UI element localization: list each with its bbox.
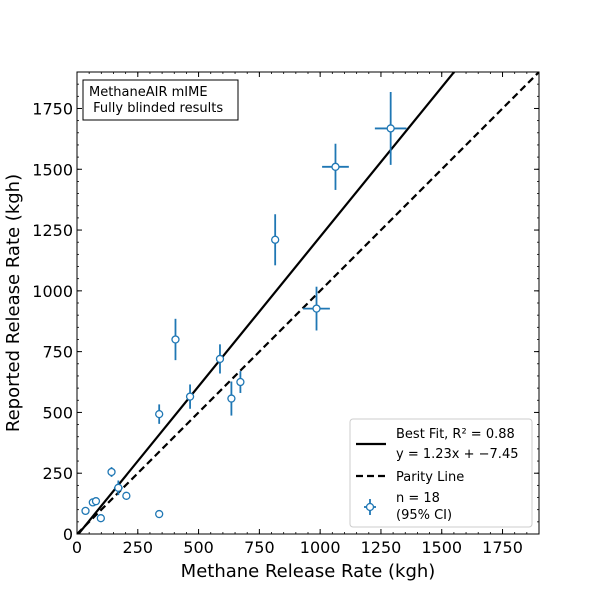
point-marker <box>271 235 280 244</box>
point-marker <box>227 394 236 403</box>
y-tick-label: 750 <box>42 343 73 362</box>
data-point <box>155 509 164 519</box>
legend-points-swatch <box>364 499 376 515</box>
reference-lines <box>77 72 539 534</box>
point-marker <box>331 162 340 171</box>
point-marker <box>386 124 395 133</box>
data-point <box>171 318 180 361</box>
point-marker <box>122 491 131 500</box>
point-marker <box>155 409 164 419</box>
annotation-box: MethaneAIR mIME Fully blinded results <box>82 79 239 121</box>
data-point <box>322 143 349 190</box>
y-tick-label: 1000 <box>32 282 73 301</box>
point-marker <box>236 377 245 387</box>
point-marker <box>155 509 164 519</box>
x-tick-label: 1500 <box>421 538 462 557</box>
data-point <box>185 384 195 409</box>
data-points <box>81 91 407 523</box>
legend-fit-label: Best Fit, R² = 0.88 <box>396 427 515 442</box>
point-marker <box>96 514 105 523</box>
data-point <box>271 214 280 266</box>
x-tick-label: 500 <box>183 538 214 557</box>
plot-frame <box>76 71 540 535</box>
point-marker <box>312 304 321 313</box>
x-tick-label: 1750 <box>482 538 523 557</box>
x-tick-label: 1000 <box>300 538 341 557</box>
x-tick-label: 0 <box>72 538 82 557</box>
parity-line <box>77 72 539 534</box>
data-point <box>155 404 164 424</box>
data-point <box>122 491 131 500</box>
y-tick-label: 1250 <box>32 221 73 240</box>
data-point <box>215 344 225 374</box>
x-tick-label: 250 <box>123 538 154 557</box>
legend-frame <box>349 418 533 528</box>
annotation-frame <box>82 79 239 121</box>
legend-parity-label: Parity Line <box>396 470 464 485</box>
legend-points-label: n = 18 <box>396 491 440 506</box>
y-tick-label: 1750 <box>32 99 73 118</box>
point-marker <box>107 467 116 477</box>
data-point <box>303 286 330 331</box>
x-tick-label: 1250 <box>361 538 402 557</box>
annotation-line-2: Fully blinded results <box>89 101 223 116</box>
data-point <box>81 506 90 516</box>
data-point <box>96 514 105 523</box>
legend-fit-equation: y = 1.23x + −7.45 <box>396 447 518 462</box>
point-marker <box>81 506 90 516</box>
data-point <box>113 480 123 496</box>
legend-points-ci: (95% CI) <box>396 508 452 523</box>
x-axis-label: Methane Release Rate (kgh) <box>181 561 436 582</box>
point-marker <box>114 483 123 492</box>
data-point <box>91 497 101 506</box>
data-point <box>227 381 236 416</box>
y-tick-label: 1500 <box>32 160 73 179</box>
annotation-line-1: MethaneAIR mIME <box>89 85 208 100</box>
legend: Best Fit, R² = 0.88 y = 1.23x + −7.45 Pa… <box>349 418 533 528</box>
point-marker <box>171 335 180 344</box>
point-marker <box>185 392 195 401</box>
data-point <box>374 91 407 165</box>
y-tick-label: 0 <box>63 525 73 544</box>
y-tick-label: 500 <box>42 403 73 422</box>
data-point <box>107 467 116 477</box>
point-marker <box>91 497 101 506</box>
y-axis-label: Reported Release Rate (kgh) <box>3 174 24 432</box>
data-point <box>236 371 245 393</box>
axis-ticks: 0 250 500 750 1000 1250 1500 1750 0 250 500 750 1000… <box>32 71 540 557</box>
best-fit-line <box>77 72 456 534</box>
y-tick-label: 250 <box>42 464 73 483</box>
x-tick-label: 750 <box>244 538 275 557</box>
point-marker <box>215 354 225 364</box>
